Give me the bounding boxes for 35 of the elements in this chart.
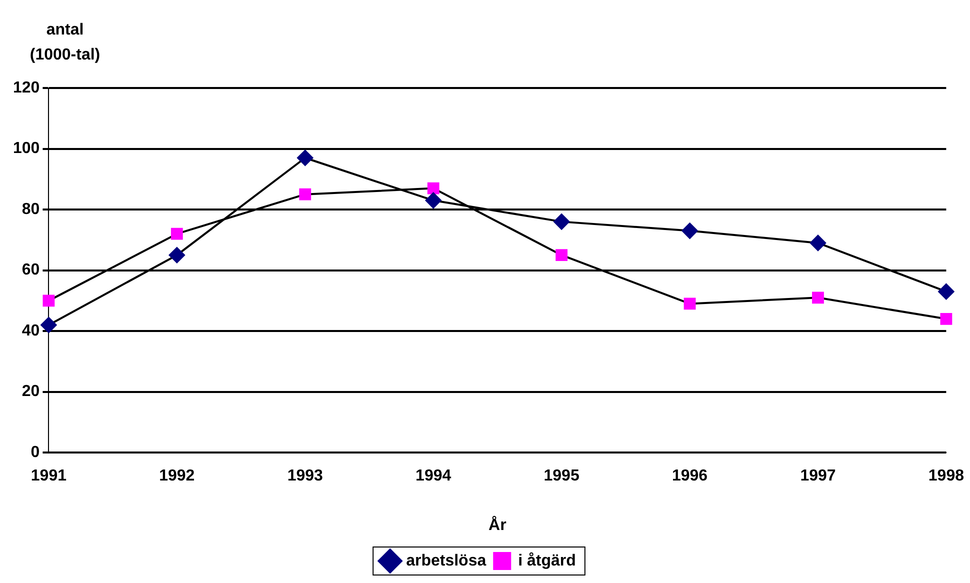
y-axis-title: antal (1000-tal) (30, 21, 100, 64)
point (810, 234, 826, 251)
legend-label: arbetslösa (406, 552, 486, 570)
y-tick-label: 80 (22, 200, 40, 218)
y-tick-label: 60 (22, 262, 40, 279)
point (425, 192, 442, 208)
point (427, 182, 440, 194)
point (556, 249, 568, 262)
y-tick-label: 0 (30, 444, 40, 462)
y-tick-label: 20 (22, 383, 40, 400)
x-tick-label: 1993 (287, 468, 324, 485)
point (168, 247, 185, 264)
point (554, 214, 570, 230)
x-tick-label: 1998 (928, 468, 964, 485)
point (42, 294, 55, 307)
x-tick-label: 1991 (30, 468, 67, 485)
point (812, 292, 824, 304)
legend-label: i åtgärd (518, 551, 576, 570)
point (682, 222, 698, 239)
point (938, 284, 954, 300)
x-tick-label: 1994 (416, 468, 452, 485)
point (940, 312, 952, 325)
point (40, 316, 57, 333)
x-tick-label: 1995 (544, 468, 580, 485)
y-tick-label: 40 (22, 322, 40, 340)
x-tick-label: 1996 (672, 468, 708, 485)
y-tick-label: 120 (12, 79, 40, 96)
x-axis-title: År (488, 514, 506, 534)
point (299, 188, 312, 200)
y-tick-label: 100 (12, 140, 40, 158)
x-tick-label: 1992 (159, 468, 195, 485)
point (684, 298, 696, 310)
point (297, 150, 314, 166)
x-tick-label: 1997 (800, 468, 836, 485)
point (170, 228, 183, 240)
